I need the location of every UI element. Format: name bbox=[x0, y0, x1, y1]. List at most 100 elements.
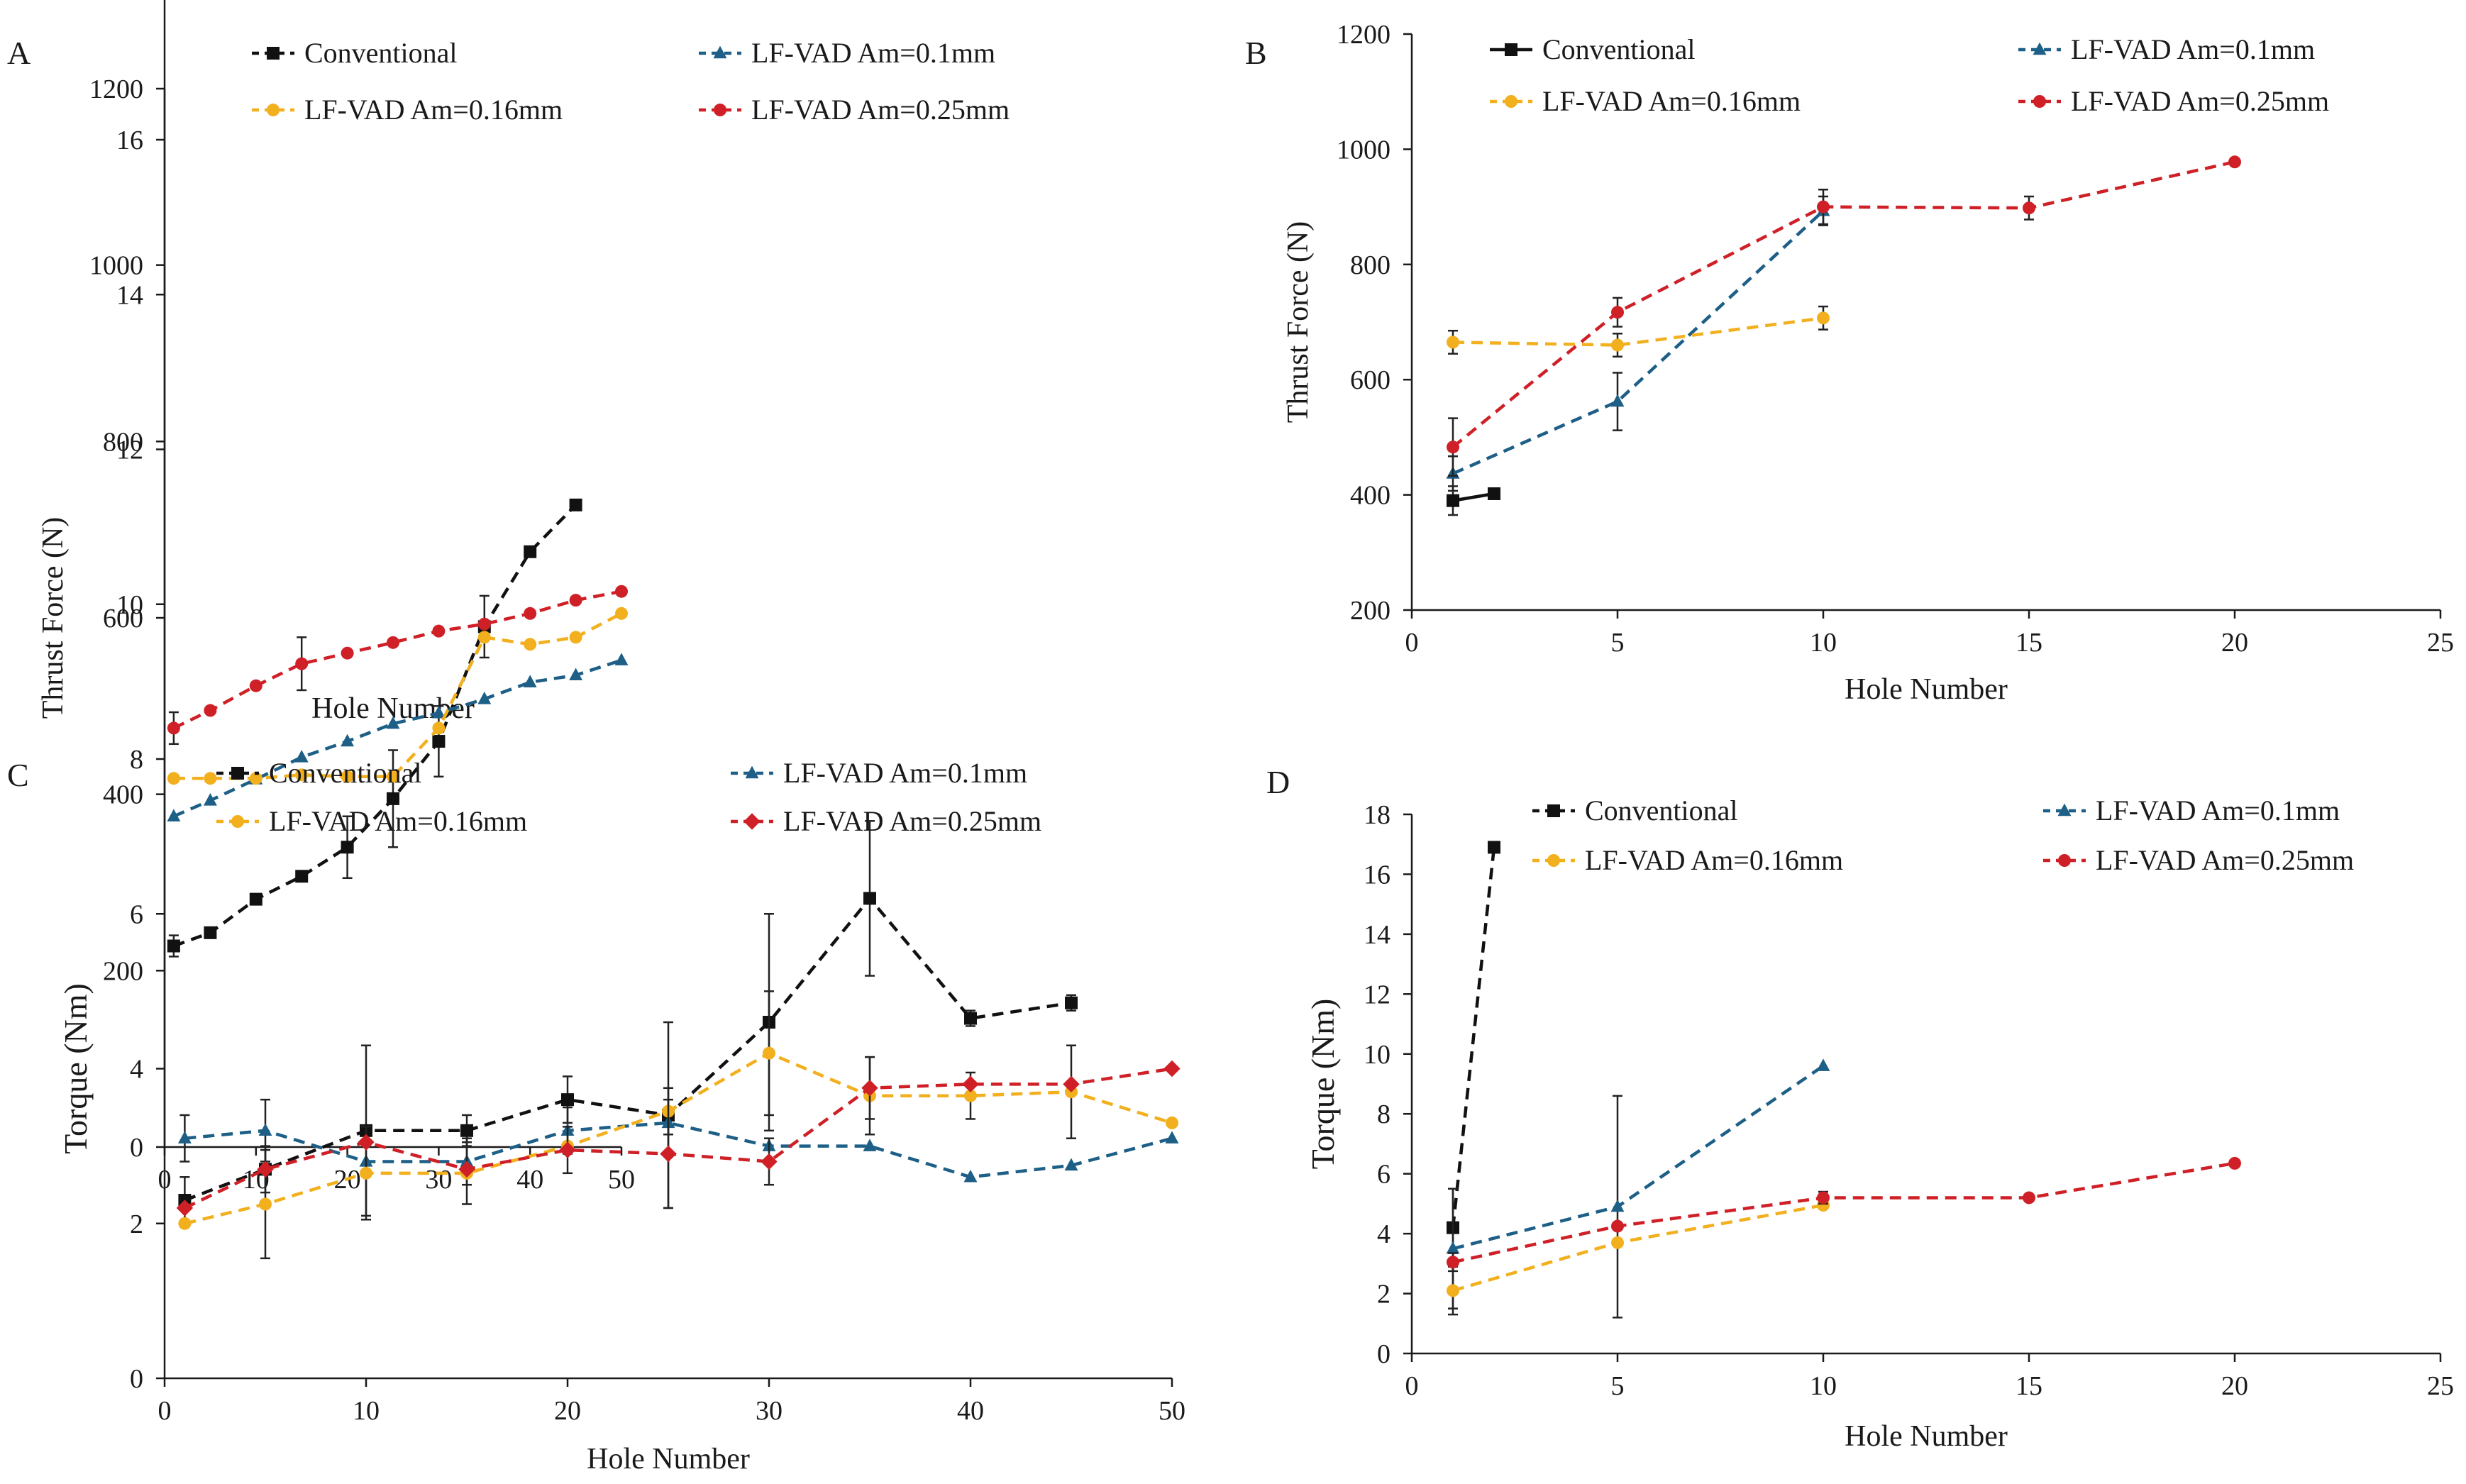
panel-b-x-tick-label: 20 bbox=[2221, 628, 2248, 658]
panel-a-point-lf-vad-am-0-16mm bbox=[615, 607, 628, 620]
panel-d-point-lf-vad-am-0-25mm bbox=[2023, 1191, 2035, 1205]
panel-b-legend-swatch-marker bbox=[1505, 43, 1517, 56]
panel-c-y-tick-label: 10 bbox=[116, 590, 143, 620]
panel-c-y-axis-label: Torque (Nm) bbox=[57, 983, 94, 1154]
panel-a-y-axis-label: Thrust Force (N) bbox=[37, 517, 70, 719]
panel-b-series-conventional bbox=[1447, 485, 1500, 516]
panel-b-line-lf-vad-am-0-1mm bbox=[1452, 209, 1825, 475]
panel-b-point-lf-vad-am-0-25mm bbox=[1611, 306, 1624, 319]
panel-c-point-lf-vad-am-0-25mm bbox=[358, 1134, 375, 1151]
panel-b-legend-label: LF-VAD Am=0.1mm bbox=[2071, 33, 2315, 65]
panel-a-series-lf-vad-am-0-16mm bbox=[167, 607, 628, 785]
panel-d-series-lf-vad-am-0-16mm bbox=[1447, 1199, 1830, 1316]
panel-b-y-axis-label: Thrust Force (N) bbox=[1282, 221, 1315, 423]
panel-d-letter: D bbox=[1266, 764, 1290, 800]
panel-c-point-lf-vad-am-0-25mm bbox=[861, 1080, 878, 1097]
panel-c-legend-swatch-marker bbox=[231, 815, 244, 828]
panel-c-point-lf-vad-am-0-1mm bbox=[258, 1123, 272, 1136]
panel-c-y-tick-label: 8 bbox=[130, 745, 143, 775]
panel-c-point-lf-vad-am-0-25mm bbox=[962, 1075, 979, 1093]
panel-a-legend-label: Conventional bbox=[304, 37, 458, 69]
panel-d-y-tick-label: 12 bbox=[1364, 980, 1390, 1009]
panel-c-y-tick-label: 2 bbox=[130, 1209, 143, 1239]
panel-c-point-lf-vad-am-0-25mm bbox=[559, 1141, 576, 1158]
panel-a-point-lf-vad-am-0-25mm bbox=[249, 679, 262, 692]
panel-b-point-lf-vad-am-0-16mm bbox=[1611, 338, 1624, 352]
panel-d-point-lf-vad-am-0-25mm bbox=[2228, 1156, 2241, 1170]
panel-a-point-conventional bbox=[524, 545, 537, 558]
panel-b-legend-item-lf-vad-am-0-25mm: LF-VAD Am=0.25mm bbox=[2018, 85, 2329, 117]
panel-d-y-tick-label: 4 bbox=[1377, 1219, 1390, 1249]
panel-a-point-lf-vad-am-0-25mm bbox=[477, 617, 491, 631]
panel-a-point-lf-vad-am-0-25mm bbox=[295, 657, 309, 670]
panel-d-y-tick-label: 18 bbox=[1364, 800, 1390, 830]
panel-a-x-tick-label: 30 bbox=[425, 1165, 452, 1195]
panel-a-y-tick-label: 1000 bbox=[89, 251, 143, 281]
panel-d-legend-item-lf-vad-am-0-1mm: LF-VAD Am=0.1mm bbox=[2043, 794, 2340, 826]
panel-a-legend-label: LF-VAD Am=0.16mm bbox=[304, 94, 563, 126]
panel-b-point-conventional bbox=[1488, 487, 1500, 500]
panel-a-legend-item-lf-vad-am-0-16mm: LF-VAD Am=0.16mm bbox=[252, 94, 563, 126]
panel-a-legend-swatch-marker bbox=[267, 47, 280, 60]
panel-d-legend-item-conventional: Conventional bbox=[1532, 794, 1738, 826]
panel-d-legend-item-lf-vad-am-0-25mm: LF-VAD Am=0.25mm bbox=[2043, 844, 2354, 876]
panel-d-line-lf-vad-am-0-1mm bbox=[1452, 1064, 1825, 1251]
panel-a-line-lf-vad-am-0-1mm bbox=[172, 658, 622, 818]
panel-a-point-lf-vad-am-0-16mm bbox=[295, 768, 309, 782]
panel-d-y-tick-label: 10 bbox=[1364, 1040, 1390, 1070]
panel-d-legend-swatch-marker bbox=[2058, 854, 2071, 867]
panel-c-line-lf-vad-am-0-25mm bbox=[184, 1067, 1173, 1209]
panel-c-legend-item-lf-vad-am-0-1mm: LF-VAD Am=0.1mm bbox=[731, 757, 1027, 789]
panel-c-point-lf-vad-am-0-16mm bbox=[178, 1217, 192, 1230]
panel-a-point-conventional bbox=[387, 792, 399, 805]
panel-a-letter: A bbox=[7, 35, 31, 71]
panel-a-point-lf-vad-am-0-25mm bbox=[387, 636, 399, 649]
panel-b-series-lf-vad-am-0-25mm bbox=[1447, 155, 2241, 477]
panel-b-x-tick-label: 10 bbox=[1810, 628, 1837, 658]
panel-a-y-tick-label: 200 bbox=[103, 956, 143, 986]
panel-c-x-tick-label: 10 bbox=[353, 1396, 380, 1426]
panel-c-point-lf-vad-am-0-16mm bbox=[763, 1046, 775, 1060]
panel-a-point-lf-vad-am-0-16mm bbox=[477, 631, 491, 644]
panel-b-line-lf-vad-am-0-25mm bbox=[1452, 160, 2235, 448]
panel-d-line-conventional bbox=[1451, 847, 1496, 1228]
panel-a-point-lf-vad-am-0-25mm bbox=[524, 607, 537, 620]
panel-a-point-lf-vad-am-0-1mm bbox=[523, 675, 537, 687]
panel-c-legend-item-lf-vad-am-0-16mm: LF-VAD Am=0.16mm bbox=[216, 805, 527, 837]
panel-c-x-tick-label: 50 bbox=[1159, 1396, 1185, 1426]
panel-a: A01020304050020040060080010001200Hole Nu… bbox=[7, 35, 1010, 1195]
panel-b-legend-item-lf-vad-am-0-16mm: LF-VAD Am=0.16mm bbox=[1490, 85, 1801, 117]
panel-a-point-lf-vad-am-0-16mm bbox=[524, 638, 537, 651]
panel-c-x-tick-label: 40 bbox=[957, 1396, 984, 1426]
panel-a-point-conventional bbox=[167, 939, 180, 953]
panel-d-y-tick-label: 16 bbox=[1364, 860, 1390, 890]
panel-d-legend-label: Conventional bbox=[1585, 794, 1738, 826]
panel-d-point-lf-vad-am-0-16mm bbox=[1447, 1284, 1459, 1297]
panel-a-point-lf-vad-am-0-16mm bbox=[167, 772, 180, 785]
panel-a-point-conventional bbox=[204, 926, 217, 939]
panel-c-line-lf-vad-am-0-1mm bbox=[184, 1121, 1173, 1179]
panel-c-legend-label: LF-VAD Am=0.1mm bbox=[783, 757, 1027, 789]
panel-a-legend-item-lf-vad-am-0-25mm: LF-VAD Am=0.25mm bbox=[699, 94, 1010, 126]
panel-d-line-lf-vad-am-0-25mm bbox=[1452, 1161, 2235, 1264]
panel-b-legend-swatch-marker bbox=[1505, 95, 1517, 108]
panel-c-point-lf-vad-am-0-25mm bbox=[458, 1161, 475, 1178]
panel-c-line-conventional bbox=[184, 895, 1072, 1202]
panel-a-series-conventional bbox=[167, 498, 582, 958]
panel-d: D 0 5 10 15 20 25 0 2 4 6 8 10 12 14 16 18 Hole Number Tor… bbox=[1266, 764, 2454, 1453]
panel-b-y-tick-label: 1000 bbox=[1337, 135, 1390, 165]
panel-c-y-tick-label: 16 bbox=[116, 126, 143, 155]
panel-d-y-tick-label: 0 bbox=[1377, 1339, 1390, 1369]
panel-d-y-axis-label: Torque (Nm) bbox=[1305, 999, 1341, 1170]
panel-a-point-conventional bbox=[295, 870, 309, 883]
panel-b-point-lf-vad-am-0-25mm bbox=[2023, 201, 2035, 215]
panel-b-y-tick-label: 200 bbox=[1350, 596, 1390, 626]
panel-b-point-conventional bbox=[1447, 494, 1459, 507]
panel-d-legend-swatch-marker bbox=[1547, 854, 1560, 867]
panel-c-y-tick-label: 4 bbox=[130, 1055, 143, 1085]
panel-c-point-conventional bbox=[561, 1093, 574, 1107]
panel-b-point-lf-vad-am-0-16mm bbox=[1447, 336, 1459, 349]
panel-c-point-lf-vad-am-0-25mm bbox=[660, 1145, 677, 1163]
panel-a-point-lf-vad-am-0-25mm bbox=[167, 721, 180, 735]
panel-b-x-tick-label: 25 bbox=[2427, 628, 2454, 658]
